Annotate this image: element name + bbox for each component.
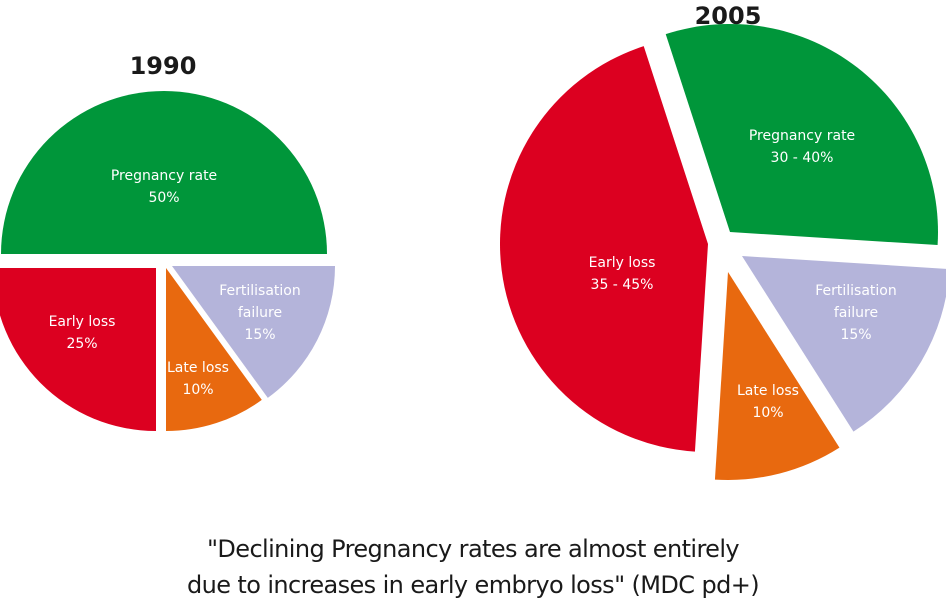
- pie-chart-2005: 2005 Pregnancy rate 30 - 40% Early loss 35 …: [499, 2, 946, 481]
- caption: "Declining Pregnancy rates are almost en…: [0, 531, 946, 603]
- slice-label-pregnancy-rate: Pregnancy rate 30 - 40%: [749, 128, 855, 166]
- caption-line-2: due to increases in early embryo loss" (…: [186, 571, 760, 599]
- slice-label-late-loss: Late loss 10%: [167, 360, 229, 398]
- slice-label-early-loss: Early loss 25%: [49, 314, 116, 352]
- slice-label-early-loss: Early loss 35 - 45%: [589, 255, 656, 293]
- pie-slice-pregnancy-rate: [1, 91, 327, 254]
- slice-label-fertilisation-failure: Fertilisation failure 15%: [219, 283, 301, 343]
- pie-slice-early-loss: [499, 46, 708, 452]
- pie-slice-late-loss: [714, 272, 840, 481]
- pie-slice-fertilisation-failure: [172, 266, 335, 398]
- caption-line-1: "Declining Pregnancy rates are almost en…: [206, 535, 740, 563]
- slice-label-pregnancy-rate: Pregnancy rate 50%: [111, 168, 217, 206]
- pie-slice-early-loss: [0, 268, 156, 431]
- chart-title-2005: 2005: [695, 2, 762, 30]
- pie-slice-fertilisation-failure: [742, 256, 946, 432]
- pie-slice-late-loss: [166, 268, 262, 431]
- pie-slice-pregnancy-rate: [665, 23, 939, 246]
- slice-label-late-loss: Late loss 10%: [737, 383, 799, 421]
- slice-label-fertilisation-failure: Fertilisation failure 15%: [815, 283, 897, 343]
- chart-title-1990: 1990: [130, 52, 197, 80]
- pie-chart-1990: 1990 Pregnancy rate 50% Early loss 25% Late …: [0, 52, 335, 431]
